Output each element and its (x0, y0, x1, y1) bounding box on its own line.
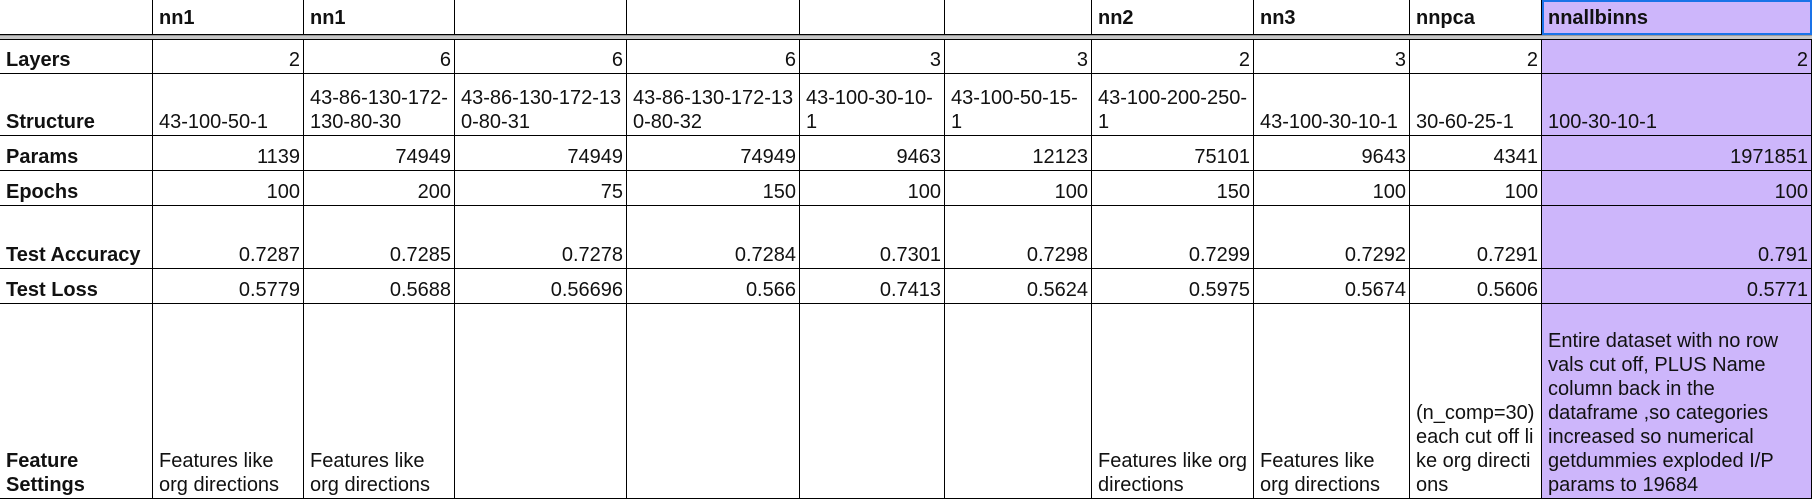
header-cell-h[interactable]: nn2 (1092, 0, 1254, 35)
cell-structure-k[interactable]: 100-30-10-1 (1542, 74, 1812, 136)
cell-params-h[interactable]: 75101 (1092, 136, 1254, 171)
header-cell-b[interactable]: nn1 (153, 0, 304, 35)
cell-epochs-h[interactable]: 150 (1092, 171, 1254, 206)
cell-feature-settings-d[interactable] (455, 304, 627, 499)
cell-test-accuracy-h[interactable]: 0.7299 (1092, 206, 1254, 269)
cell-structure-e[interactable]: 43-86-130-172-130-80-32 (627, 74, 800, 136)
cell-epochs-j[interactable]: 100 (1410, 171, 1542, 206)
cell-test-loss-k[interactable]: 0.5771 (1542, 269, 1812, 304)
cell-test-accuracy-j[interactable]: 0.7291 (1410, 206, 1542, 269)
header-cell-k-selected[interactable]: nnallbinns (1542, 0, 1812, 35)
cell-epochs-g[interactable]: 100 (945, 171, 1092, 206)
cell-feature-settings-b[interactable]: Features like org directions (153, 304, 304, 499)
cell-test-loss-c[interactable]: 0.5688 (304, 269, 455, 304)
cell-test-accuracy-k[interactable]: 0.791 (1542, 206, 1812, 269)
cell-feature-settings-h[interactable]: Features like org directions (1092, 304, 1254, 499)
cell-layers-h[interactable]: 2 (1092, 40, 1254, 74)
row-label-structure[interactable]: Structure (0, 74, 153, 136)
cell-epochs-i[interactable]: 100 (1254, 171, 1410, 206)
cell-test-accuracy-b[interactable]: 0.7287 (153, 206, 304, 269)
cell-params-i[interactable]: 9643 (1254, 136, 1410, 171)
cell-test-accuracy-g[interactable]: 0.7298 (945, 206, 1092, 269)
header-cell-a[interactable] (0, 0, 153, 35)
row-label-params[interactable]: Params (0, 136, 153, 171)
cell-structure-b[interactable]: 43-100-50-1 (153, 74, 304, 136)
row-label-test-accuracy[interactable]: Test Accuracy (0, 206, 153, 269)
header-cell-d[interactable] (455, 0, 627, 35)
header-cell-g[interactable] (945, 0, 1092, 35)
cell-structure-c[interactable]: 43-86-130-172-130-80-30 (304, 74, 455, 136)
cell-layers-j[interactable]: 2 (1410, 40, 1542, 74)
cell-layers-k[interactable]: 2 (1542, 40, 1812, 74)
cell-test-accuracy-c[interactable]: 0.7285 (304, 206, 455, 269)
cell-params-b[interactable]: 1139 (153, 136, 304, 171)
row-label-feature-settings[interactable]: Feature Settings (0, 304, 153, 499)
cell-params-f[interactable]: 9463 (800, 136, 945, 171)
cell-feature-settings-f[interactable] (800, 304, 945, 499)
cell-epochs-f[interactable]: 100 (800, 171, 945, 206)
cell-test-loss-g[interactable]: 0.5624 (945, 269, 1092, 304)
cell-params-e[interactable]: 74949 (627, 136, 800, 171)
cell-epochs-c[interactable]: 200 (304, 171, 455, 206)
cell-test-loss-b[interactable]: 0.5779 (153, 269, 304, 304)
cell-epochs-e[interactable]: 150 (627, 171, 800, 206)
cell-test-loss-i[interactable]: 0.5674 (1254, 269, 1410, 304)
cell-structure-j[interactable]: 30-60-25-1 (1410, 74, 1542, 136)
cell-test-loss-d[interactable]: 0.56696 (455, 269, 627, 304)
cell-epochs-d[interactable]: 75 (455, 171, 627, 206)
cell-feature-settings-i[interactable]: Features like org directions (1254, 304, 1410, 499)
cell-params-c[interactable]: 74949 (304, 136, 455, 171)
cell-test-loss-e[interactable]: 0.566 (627, 269, 800, 304)
cell-structure-f[interactable]: 43-100-30-10-1 (800, 74, 945, 136)
cell-test-accuracy-d[interactable]: 0.7278 (455, 206, 627, 269)
cell-params-k[interactable]: 1971851 (1542, 136, 1812, 171)
header-cell-i[interactable]: nn3 (1254, 0, 1410, 35)
cell-feature-settings-c[interactable]: Features like org directions (304, 304, 455, 499)
cell-test-accuracy-f[interactable]: 0.7301 (800, 206, 945, 269)
row-label-epochs[interactable]: Epochs (0, 171, 153, 206)
row-label-layers[interactable]: Layers (0, 40, 153, 74)
cell-structure-d[interactable]: 43-86-130-172-130-80-31 (455, 74, 627, 136)
cell-structure-g[interactable]: 43-100-50-15-1 (945, 74, 1092, 136)
cell-structure-h[interactable]: 43-100-200-250-1 (1092, 74, 1254, 136)
cell-feature-settings-e[interactable] (627, 304, 800, 499)
cell-feature-settings-j[interactable]: (n_comp=30) each cut off like org direct… (1410, 304, 1542, 499)
cell-test-accuracy-e[interactable]: 0.7284 (627, 206, 800, 269)
cell-test-accuracy-i[interactable]: 0.7292 (1254, 206, 1410, 269)
cell-epochs-b[interactable]: 100 (153, 171, 304, 206)
freeze-row-divider[interactable] (0, 35, 1812, 40)
cell-feature-settings-g[interactable] (945, 304, 1092, 499)
cell-layers-f[interactable]: 3 (800, 40, 945, 74)
cell-layers-g[interactable]: 3 (945, 40, 1092, 74)
header-cell-f[interactable] (800, 0, 945, 35)
header-cell-e[interactable] (627, 0, 800, 35)
cell-layers-b[interactable]: 2 (153, 40, 304, 74)
cell-layers-e[interactable]: 6 (627, 40, 800, 74)
cell-epochs-k[interactable]: 100 (1542, 171, 1812, 206)
cell-test-loss-h[interactable]: 0.5975 (1092, 269, 1254, 304)
header-cell-j[interactable]: nnpca (1410, 0, 1542, 35)
cell-layers-c[interactable]: 6 (304, 40, 455, 74)
cell-params-d[interactable]: 74949 (455, 136, 627, 171)
row-label-test-loss[interactable]: Test Loss (0, 269, 153, 304)
cell-params-g[interactable]: 12123 (945, 136, 1092, 171)
cell-feature-settings-k[interactable]: Entire dataset with no row vals cut off,… (1542, 304, 1812, 499)
cell-layers-i[interactable]: 3 (1254, 40, 1410, 74)
cell-layers-d[interactable]: 6 (455, 40, 627, 74)
cell-test-loss-f[interactable]: 0.7413 (800, 269, 945, 304)
cell-structure-i[interactable]: 43-100-30-10-1 (1254, 74, 1410, 136)
cell-test-loss-j[interactable]: 0.5606 (1410, 269, 1542, 304)
cell-params-j[interactable]: 4341 (1410, 136, 1542, 171)
header-cell-c[interactable]: nn1 (304, 0, 455, 35)
